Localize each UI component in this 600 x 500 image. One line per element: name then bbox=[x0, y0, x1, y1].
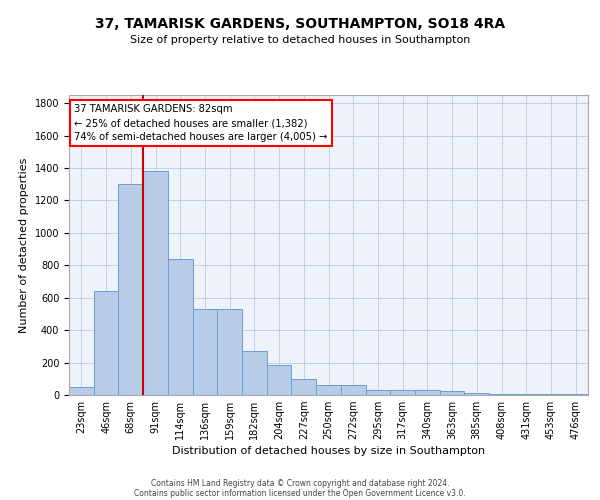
Bar bbox=[563, 394, 588, 395]
Bar bbox=[94, 291, 118, 395]
Y-axis label: Number of detached properties: Number of detached properties bbox=[19, 158, 29, 332]
Bar bbox=[292, 379, 316, 395]
Bar bbox=[365, 390, 390, 395]
Bar bbox=[514, 394, 539, 395]
Bar bbox=[168, 259, 193, 395]
Text: Contains public sector information licensed under the Open Government Licence v3: Contains public sector information licen… bbox=[134, 488, 466, 498]
Bar bbox=[267, 365, 292, 395]
Text: Size of property relative to detached houses in Southampton: Size of property relative to detached ho… bbox=[130, 35, 470, 45]
Bar bbox=[464, 392, 489, 395]
Text: 37, TAMARISK GARDENS, SOUTHAMPTON, SO18 4RA: 37, TAMARISK GARDENS, SOUTHAMPTON, SO18 … bbox=[95, 18, 505, 32]
Bar bbox=[316, 386, 341, 395]
Bar bbox=[143, 171, 168, 395]
Bar bbox=[415, 390, 440, 395]
Bar bbox=[69, 387, 94, 395]
Text: Contains HM Land Registry data © Crown copyright and database right 2024.: Contains HM Land Registry data © Crown c… bbox=[151, 478, 449, 488]
Bar bbox=[242, 351, 267, 395]
Bar bbox=[440, 391, 464, 395]
X-axis label: Distribution of detached houses by size in Southampton: Distribution of detached houses by size … bbox=[172, 446, 485, 456]
Bar bbox=[193, 309, 217, 395]
Bar bbox=[539, 394, 563, 395]
Bar bbox=[217, 309, 242, 395]
Bar bbox=[489, 394, 514, 395]
Bar bbox=[390, 390, 415, 395]
Bar bbox=[118, 184, 143, 395]
Text: 37 TAMARISK GARDENS: 82sqm
← 25% of detached houses are smaller (1,382)
74% of s: 37 TAMARISK GARDENS: 82sqm ← 25% of deta… bbox=[74, 104, 328, 142]
Bar bbox=[341, 386, 365, 395]
